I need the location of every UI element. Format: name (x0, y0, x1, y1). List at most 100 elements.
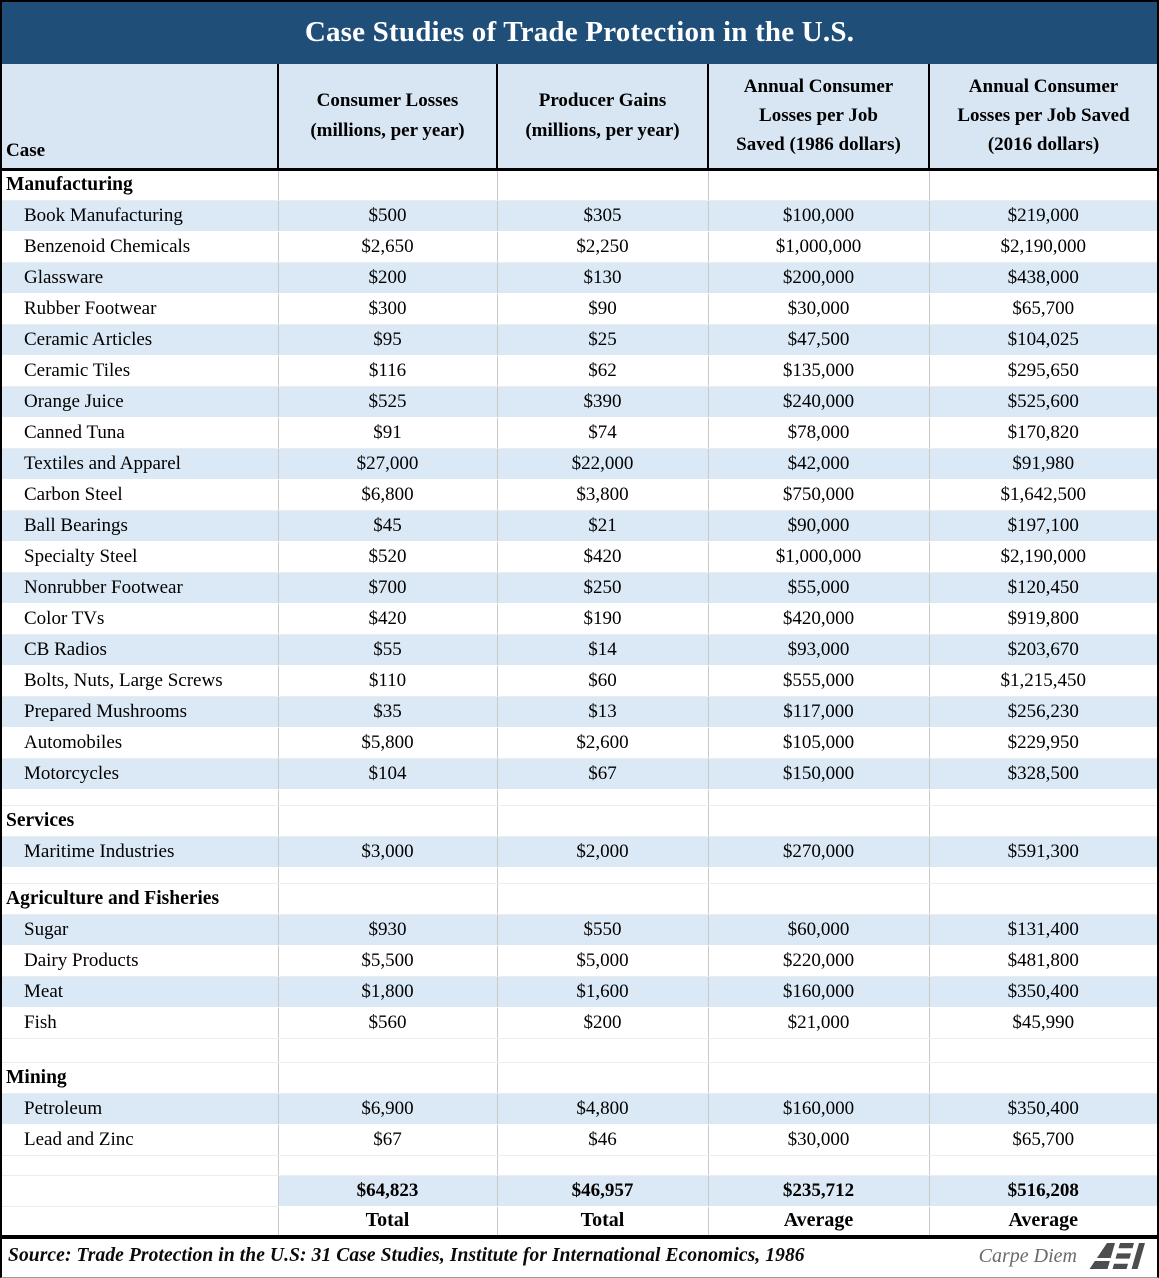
section-row-services: Services (2, 805, 1157, 837)
table-row-lead-and-zinc: Lead and Zinc $67 $46 $30,000 $65,700 (2, 1124, 1157, 1156)
value-cell: $420 (277, 603, 497, 635)
trade-protection-table: Case Consumer Losses (millions, per year… (2, 64, 1157, 1239)
spacer-row (2, 789, 1157, 806)
value-cell: $1,800 (277, 976, 497, 1008)
spacer-row (2, 867, 1157, 884)
value-cell: $21 (496, 510, 708, 542)
summary-label: Total (277, 1206, 497, 1238)
value-cell: $30,000 (707, 293, 929, 325)
value-cell: $78,000 (707, 417, 929, 449)
table-row-meat: Meat $1,800 $1,600 $160,000 $350,400 (2, 976, 1157, 1008)
case-name: Glassware (2, 262, 278, 294)
value-cell: $6,900 (277, 1093, 497, 1125)
carpe-diem-wordmark: Carpe Diem (978, 1244, 1077, 1267)
case-name: Textiles and Apparel (2, 448, 278, 480)
value-cell: $100,000 (707, 200, 929, 232)
empty-cell (928, 169, 1157, 201)
value-cell: $520 (277, 541, 497, 573)
value-cell: $300 (277, 293, 497, 325)
value-cell: $3,800 (496, 479, 708, 511)
value-cell: $116 (277, 355, 497, 387)
empty-cell (707, 805, 929, 837)
empty-cell (2, 1155, 278, 1176)
empty-cell (277, 1038, 497, 1063)
empty-cell (496, 1155, 708, 1176)
table-row-bolts-nuts-large-screws: Bolts, Nuts, Large Screws $110 $60 $555,000… (2, 665, 1157, 697)
value-cell: $6,800 (277, 479, 497, 511)
case-name: Rubber Footwear (2, 293, 278, 325)
value-cell: $130 (496, 262, 708, 294)
value-cell: $104,025 (928, 324, 1157, 356)
table-row-book-manufacturing: Book Manufacturing $500 $305 $100,000 $219,0… (2, 200, 1157, 232)
value-cell: $328,500 (928, 758, 1157, 790)
value-cell: $47,500 (707, 324, 929, 356)
column-header-losses-per-job-1986: Annual Consumer Losses per Job Saved (19… (707, 64, 929, 171)
value-cell: $65,700 (928, 293, 1157, 325)
value-cell: $229,950 (928, 727, 1157, 759)
case-name: Motorcycles (2, 758, 278, 790)
value-cell: $21,000 (707, 1007, 929, 1039)
header-line: Consumer Losses (316, 90, 459, 112)
empty-cell (496, 883, 708, 915)
value-cell: $295,650 (928, 355, 1157, 387)
value-cell: $13 (496, 696, 708, 728)
empty-cell (928, 1062, 1157, 1094)
value-cell: $45 (277, 510, 497, 542)
table-title: Case Studies of Trade Protection in the … (2, 2, 1157, 64)
empty-cell (277, 1155, 497, 1176)
value-cell: $219,000 (928, 200, 1157, 232)
value-cell: $150,000 (707, 758, 929, 790)
empty-cell (707, 1062, 929, 1094)
case-name: Petroleum (2, 1093, 278, 1125)
summary-values-row: $64,823 $46,957 $235,712 $516,208 (2, 1175, 1157, 1207)
value-cell: $591,300 (928, 836, 1157, 868)
value-cell: $160,000 (707, 976, 929, 1008)
section-row-agriculture-and-fisheries: Agriculture and Fisheries (2, 883, 1157, 915)
value-cell: $930 (277, 914, 497, 946)
table-row-specialty-steel: Specialty Steel $520 $420 $1,000,000 $2,190,… (2, 541, 1157, 573)
empty-cell (496, 169, 708, 201)
value-cell: $60 (496, 665, 708, 697)
header-line: Annual Consumer (743, 75, 894, 97)
table-row-ceramic-tiles: Ceramic Tiles $116 $62 $135,000 $295,650 (2, 355, 1157, 387)
summary-value: $235,712 (707, 1175, 929, 1207)
section-row-mining: Mining (2, 1062, 1157, 1094)
empty-cell (928, 1155, 1157, 1176)
header-line: Annual Consumer (968, 75, 1119, 97)
empty-cell (277, 867, 497, 884)
value-cell: $525 (277, 386, 497, 418)
case-name: Meat (2, 976, 278, 1008)
case-name: Book Manufacturing (2, 200, 278, 232)
empty-cell (496, 1038, 708, 1063)
section-label: Agriculture and Fisheries (2, 883, 278, 915)
table-row-sugar: Sugar $930 $550 $60,000 $131,400 (2, 914, 1157, 946)
case-name: Automobiles (2, 727, 278, 759)
value-cell: $55,000 (707, 572, 929, 604)
value-cell: $2,000 (496, 836, 708, 868)
value-cell: $5,000 (496, 945, 708, 977)
value-cell: $131,400 (928, 914, 1157, 946)
value-cell: $2,190,000 (928, 231, 1157, 263)
summary-labels-row: Total Total Average Average (2, 1206, 1157, 1238)
table-footer: Source: Trade Protection in the U.S: 31 … (2, 1239, 1157, 1273)
table-row-petroleum: Petroleum $6,900 $4,800 $160,000 $350,400 (2, 1093, 1157, 1125)
value-cell: $481,800 (928, 945, 1157, 977)
empty-cell (707, 867, 929, 884)
table-row-glassware: Glassware $200 $130 $200,000 $438,000 (2, 262, 1157, 294)
empty-cell (707, 789, 929, 806)
case-name: Fish (2, 1007, 278, 1039)
case-name: Nonrubber Footwear (2, 572, 278, 604)
case-name: Prepared Mushrooms (2, 696, 278, 728)
empty-cell (707, 1038, 929, 1063)
value-cell: $2,190,000 (928, 541, 1157, 573)
empty-cell (928, 1038, 1157, 1063)
value-cell: $27,000 (277, 448, 497, 480)
empty-cell (928, 805, 1157, 837)
branding: Carpe Diem (979, 1243, 1147, 1269)
value-cell: $45,990 (928, 1007, 1157, 1039)
value-cell: $30,000 (707, 1124, 929, 1156)
value-cell: $525,600 (928, 386, 1157, 418)
case-name: Canned Tuna (2, 417, 278, 449)
case-name: Ceramic Articles (2, 324, 278, 356)
header-line: Losses per Job (759, 105, 878, 127)
